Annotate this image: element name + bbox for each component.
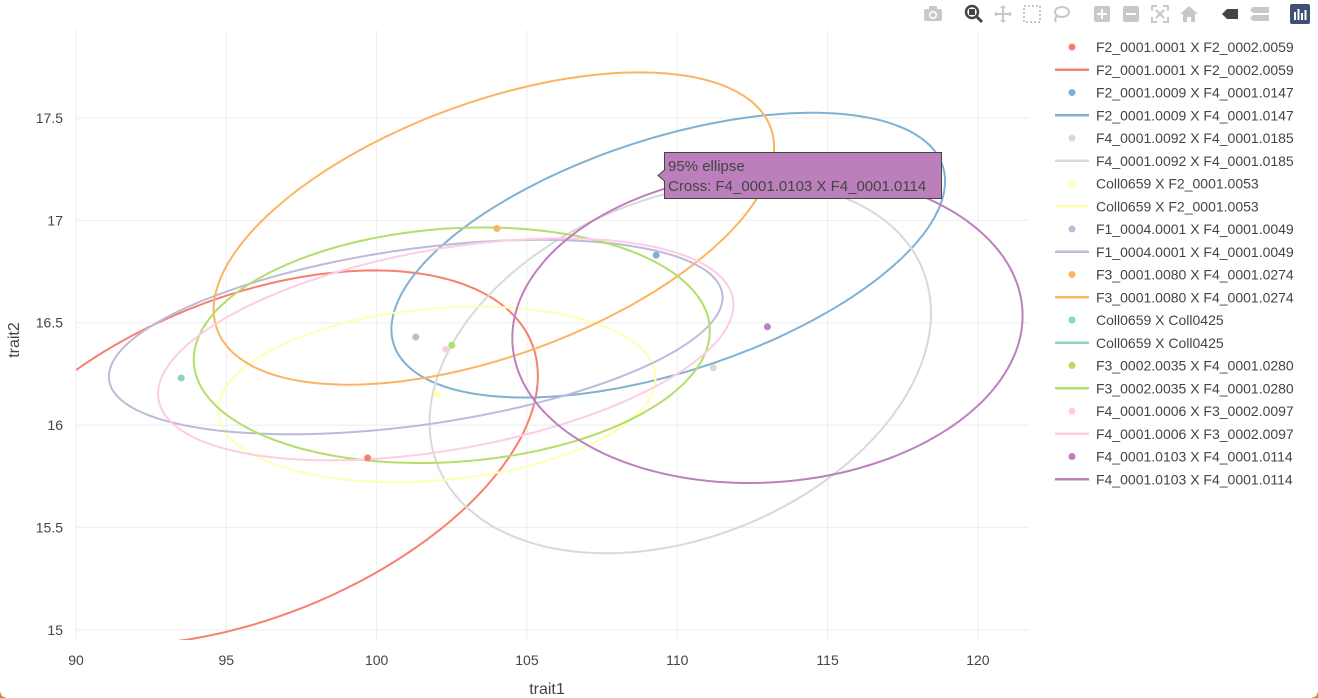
frame-corner bbox=[0, 692, 6, 698]
ellipse-4[interactable] bbox=[107, 238, 724, 436]
x-tick-label: 105 bbox=[515, 652, 539, 668]
legend-marker-point[interactable] bbox=[1068, 271, 1076, 278]
reset-axes-icon[interactable] bbox=[1177, 2, 1201, 26]
legend-marker-point[interactable] bbox=[1068, 453, 1076, 460]
legend[interactable]: F2_0001.0001 X F2_0002.0059 F2_0001.0001 … bbox=[1055, 39, 1294, 487]
legend-label-point[interactable]: Coll0659 X Coll0425 bbox=[1096, 312, 1224, 328]
legend-marker-point[interactable] bbox=[1068, 43, 1076, 51]
legend-marker-point[interactable] bbox=[1068, 316, 1076, 324]
lasso-select-icon[interactable] bbox=[1049, 2, 1073, 26]
ellipse-7[interactable] bbox=[192, 226, 711, 464]
ellipse-2[interactable] bbox=[428, 181, 933, 555]
points-layer bbox=[177, 225, 771, 462]
legend-marker-point[interactable] bbox=[1068, 362, 1076, 369]
point-6[interactable] bbox=[177, 374, 185, 382]
ellipse-8[interactable] bbox=[157, 237, 735, 462]
modebar bbox=[916, 2, 1312, 26]
point-4[interactable] bbox=[412, 333, 420, 341]
point-0[interactable] bbox=[364, 454, 372, 462]
legend-marker-point[interactable] bbox=[1068, 225, 1076, 233]
x-axis-title: trait1 bbox=[529, 681, 565, 698]
ellipse-5[interactable] bbox=[212, 71, 776, 386]
frame-corner bbox=[1312, 692, 1318, 698]
legend-marker-point[interactable] bbox=[1068, 407, 1076, 415]
legend-label-point[interactable]: F3_0001.0080 X F4_0001.0274 bbox=[1096, 267, 1294, 283]
y-tick-label: 17.5 bbox=[36, 110, 63, 126]
hover-label: 95% ellipse Cross: F4_0001.0103 X F4_000… bbox=[657, 152, 942, 199]
spike-lines-icon[interactable] bbox=[1218, 2, 1242, 26]
y-tick-label: 15.5 bbox=[36, 519, 63, 535]
legend-label-line[interactable]: F2_0001.0009 X F4_0001.0147 bbox=[1096, 107, 1294, 123]
y-tick-label: 16 bbox=[47, 417, 63, 433]
legend-label-point[interactable]: F4_0001.0006 X F3_0002.0097 bbox=[1096, 403, 1294, 419]
hover-label-line1: 95% ellipse bbox=[668, 158, 745, 175]
pan-icon[interactable] bbox=[991, 2, 1015, 26]
legend-label-line[interactable]: F2_0001.0001 X F2_0002.0059 bbox=[1096, 62, 1294, 78]
y-tick-label: 17 bbox=[47, 212, 63, 228]
legend-label-point[interactable]: F3_0002.0035 X F4_0001.0280 bbox=[1096, 358, 1294, 374]
legend-label-point[interactable]: F4_0001.0092 X F4_0001.0185 bbox=[1096, 130, 1294, 146]
autoscale-icon[interactable] bbox=[1148, 2, 1172, 26]
camera-icon[interactable] bbox=[921, 2, 945, 26]
x-tick-label: 90 bbox=[68, 652, 84, 668]
legend-label-point[interactable]: Coll0659 X F2_0001.0053 bbox=[1096, 176, 1259, 192]
point-5[interactable] bbox=[493, 225, 501, 233]
zoom-out-icon[interactable] bbox=[1119, 2, 1143, 26]
point-7[interactable] bbox=[448, 341, 456, 349]
zoom-icon[interactable] bbox=[962, 2, 986, 26]
plotly-logo-icon[interactable] bbox=[1288, 2, 1312, 26]
legend-marker-point[interactable] bbox=[1068, 89, 1076, 96]
legend-label-point[interactable]: F2_0001.0001 X F2_0002.0059 bbox=[1096, 39, 1294, 55]
axis-ticks: 90 95 100 105 110 115 120 15 15.5 16 16.5 17 17.5 bbox=[36, 110, 990, 668]
hover-label-line2: Cross: F4_0001.0103 X F4_0001.0114 bbox=[668, 178, 926, 195]
legend-label-line[interactable]: F4_0001.0092 X F4_0001.0185 bbox=[1096, 153, 1294, 169]
compare-hover-icon[interactable] bbox=[1247, 2, 1271, 26]
legend-label-line[interactable]: F4_0001.0006 X F3_0002.0097 bbox=[1096, 426, 1294, 442]
legend-label-line[interactable]: Coll0659 X Coll0425 bbox=[1096, 335, 1224, 351]
x-tick-label: 110 bbox=[666, 652, 689, 668]
legend-label-point[interactable]: F1_0004.0001 X F4_0001.0049 bbox=[1096, 221, 1294, 237]
point-9[interactable] bbox=[763, 323, 771, 331]
legend-marker-point[interactable] bbox=[1068, 134, 1076, 142]
hover-box bbox=[657, 152, 942, 199]
point-3[interactable] bbox=[433, 390, 441, 398]
x-tick-label: 120 bbox=[966, 652, 990, 668]
y-axis-title: trait2 bbox=[6, 322, 23, 358]
legend-label-line[interactable]: F1_0004.0001 X F4_0001.0049 bbox=[1096, 244, 1294, 260]
point-1[interactable] bbox=[652, 251, 660, 259]
y-tick-label: 15 bbox=[47, 622, 63, 638]
y-tick-label: 16.5 bbox=[36, 315, 63, 331]
x-tick-label: 95 bbox=[219, 652, 235, 668]
legend-label-point[interactable]: F2_0001.0009 X F4_0001.0147 bbox=[1096, 85, 1294, 101]
ellipse-1[interactable] bbox=[390, 111, 947, 399]
legend-label-line[interactable]: F4_0001.0103 X F4_0001.0114 bbox=[1096, 471, 1293, 487]
legend-marker-point[interactable] bbox=[1068, 180, 1076, 187]
zoom-in-icon[interactable] bbox=[1090, 2, 1114, 26]
legend-label-line[interactable]: F3_0001.0080 X F4_0001.0274 bbox=[1096, 289, 1294, 305]
point-8[interactable] bbox=[442, 345, 450, 353]
x-tick-label: 100 bbox=[365, 652, 389, 668]
legend-label-line[interactable]: F3_0002.0035 X F4_0001.0280 bbox=[1096, 380, 1294, 396]
x-tick-label: 115 bbox=[816, 652, 839, 668]
point-2[interactable] bbox=[709, 364, 717, 372]
ellipse-3[interactable] bbox=[216, 305, 657, 484]
box-select-icon[interactable] bbox=[1020, 2, 1044, 26]
legend-label-line[interactable]: Coll0659 X F2_0001.0053 bbox=[1096, 198, 1259, 214]
legend-label-point[interactable]: F4_0001.0103 X F4_0001.0114 bbox=[1096, 449, 1293, 465]
